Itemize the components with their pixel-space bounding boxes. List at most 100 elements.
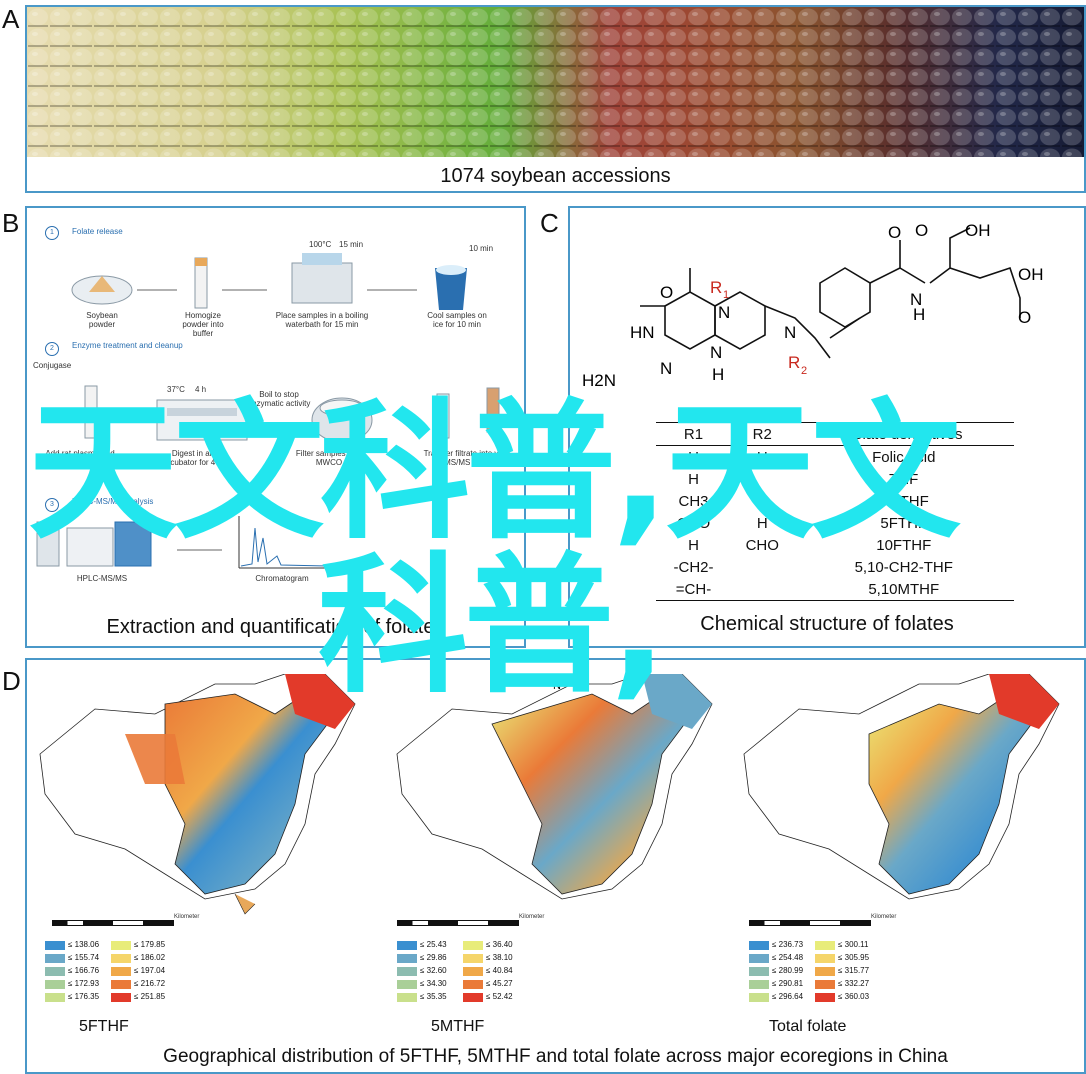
step-2-item-2: Digest in an incubator for 4 h (164, 449, 222, 468)
panel-d-caption: Geographical distribution of 5FTHF, 5MTH… (163, 1046, 948, 1067)
legend-label: ≤ 360.03 (838, 992, 870, 1001)
structure-r2-sub: 2 (801, 365, 807, 377)
legend-item: ≤ 32.60 (397, 966, 467, 977)
legend-swatch (749, 993, 769, 1002)
legend-label: ≤ 186.02 (134, 953, 166, 962)
step-3-number: 3 (45, 498, 59, 512)
step-1-title: Folate release (72, 227, 123, 236)
step-3-item-2: Chromatogram (255, 574, 309, 583)
legend-label: ≤ 166.76 (68, 966, 100, 975)
scale-unit-2: Kilometer (519, 914, 545, 920)
legend-label: ≤ 45.27 (486, 979, 513, 988)
panel-d: N E S W (25, 658, 1086, 1074)
scale-unit-1: Kilometer (174, 914, 200, 920)
legend-item: ≤ 186.02 (111, 953, 181, 964)
legend-label: ≤ 315.77 (838, 966, 870, 975)
legend-item: ≤ 360.03 (815, 992, 885, 1003)
step-1-illustration (71, 253, 467, 310)
legend-item: ≤ 251.85 (111, 992, 181, 1003)
legend-label: ≤ 40.84 (486, 966, 513, 975)
legend-swatch (815, 967, 835, 976)
legend-item: ≤ 290.81 (749, 979, 819, 990)
legend-item: ≤ 52.42 (463, 992, 533, 1003)
legend-item: ≤ 315.77 (815, 966, 885, 977)
table-row: -CH2- 5,10-CH2-THF (673, 558, 953, 576)
structure-atom-oh2: OH (1018, 265, 1044, 284)
table-row: =CH- 5,10MTHF (656, 578, 1014, 601)
legend-swatch (45, 941, 65, 950)
structure-atom-o2: O (888, 223, 901, 242)
structure-atom-n1: N (718, 303, 730, 322)
panel-b: 1 Folate release Soybean powder Homogize… (25, 206, 526, 648)
table-row: CH3 H 5MTHF (678, 492, 929, 510)
legend-label: ≤ 197.04 (134, 966, 166, 975)
step-2-item-3: Filter samples with MWCO (295, 449, 363, 468)
legend-swatch (463, 954, 483, 963)
panel-b-caption: Extraction and quantification of folates (106, 616, 445, 638)
legend-item: ≤ 197.04 (111, 966, 181, 977)
legend-swatch (815, 993, 835, 1002)
legend-label: ≤ 176.35 (68, 992, 100, 1001)
legend-item: ≤ 45.27 (463, 979, 533, 990)
structure-atom-o1: O (660, 283, 673, 302)
legend-swatch (815, 954, 835, 963)
structure-atom-oh1: OH (965, 221, 991, 240)
legend-item: ≤ 236.73 (749, 940, 819, 951)
legend-item: ≤ 176.35 (45, 992, 115, 1003)
legend-item: ≤ 38.10 (463, 953, 533, 964)
step-3-illustration (36, 516, 328, 569)
legend-label: ≤ 332.27 (838, 979, 870, 988)
structure-atom-h1: H (913, 305, 925, 324)
legend-item: ≤ 179.85 (111, 940, 181, 951)
legend-label: ≤ 290.81 (772, 979, 804, 988)
legend-5mthf: ≤ 25.43 ≤ 29.86 ≤ 32.60 ≤ 34.30 ≤ 35.35 ≤ 36.… (397, 940, 537, 1010)
structure-r1: R (710, 278, 722, 297)
panel-d-label: D (2, 666, 21, 696)
legend-swatch (463, 980, 483, 989)
step-2-boil: Boil to stop enzymatic activity (247, 390, 311, 409)
scale-bar-1: Kilometer (52, 914, 199, 928)
structure-r1-sub: 1 (723, 289, 729, 301)
step-1-cool-time: 10 min (469, 244, 494, 253)
legend-item: ≤ 138.06 (45, 940, 115, 951)
scale-unit-3: Kilometer (871, 914, 897, 920)
legend-label: ≤ 236.73 (772, 940, 804, 949)
legend-item: ≤ 216.72 (111, 979, 181, 990)
table-header-r1: R1 (656, 422, 731, 446)
step-1-item-1: Soybean powder (86, 311, 118, 330)
legend-label: ≤ 38.10 (486, 953, 513, 962)
legend-item: ≤ 25.43 (397, 940, 467, 951)
structure-atom-n5: N (710, 343, 722, 362)
legend-item: ≤ 40.84 (463, 966, 533, 977)
legend-item: ≤ 280.99 (749, 966, 819, 977)
panel-c-label: C (540, 208, 559, 238)
legend-swatch (45, 993, 65, 1002)
legend-swatch (397, 993, 417, 1002)
legend-label: ≤ 29.86 (420, 953, 447, 962)
legend-label: ≤ 34.30 (420, 979, 447, 988)
step-2-illustration (84, 385, 500, 443)
table-row: H THF (688, 470, 919, 488)
structure-atom-h3: H (712, 365, 724, 384)
legend-label: ≤ 300.11 (838, 940, 869, 949)
panel-c-caption: Chemical structure of folates (700, 613, 954, 635)
legend-swatch (397, 967, 417, 976)
legend-item: ≤ 172.93 (45, 979, 115, 990)
legend-5fthf: ≤ 138.06 ≤ 155.74 ≤ 166.76 ≤ 172.93 ≤ 176.35… (45, 940, 185, 1010)
legend-item: ≤ 155.74 (45, 953, 115, 964)
scale-bar-2: Kilometer (397, 914, 544, 928)
table-row: CHO H 5FTHF (676, 514, 928, 532)
step-3-item-1: HPLC-MS/MS (76, 574, 128, 583)
structure-atom-n4: N (660, 359, 672, 378)
watermark-line-2: 科普, (318, 540, 667, 714)
legend-label: ≤ 52.42 (486, 992, 513, 1001)
map-title-5fthf: 5FTHF (79, 1018, 129, 1035)
step-1-time: 15 min (339, 240, 364, 249)
step-2-title: Enzyme treatment and cleanup (72, 341, 183, 350)
structure-atom-h2n: H2N (582, 371, 616, 390)
legend-label: ≤ 32.60 (420, 966, 447, 975)
step-2-number: 2 (45, 342, 59, 356)
legend-label: ≤ 179.85 (134, 940, 166, 949)
compass-n: N (553, 680, 561, 692)
